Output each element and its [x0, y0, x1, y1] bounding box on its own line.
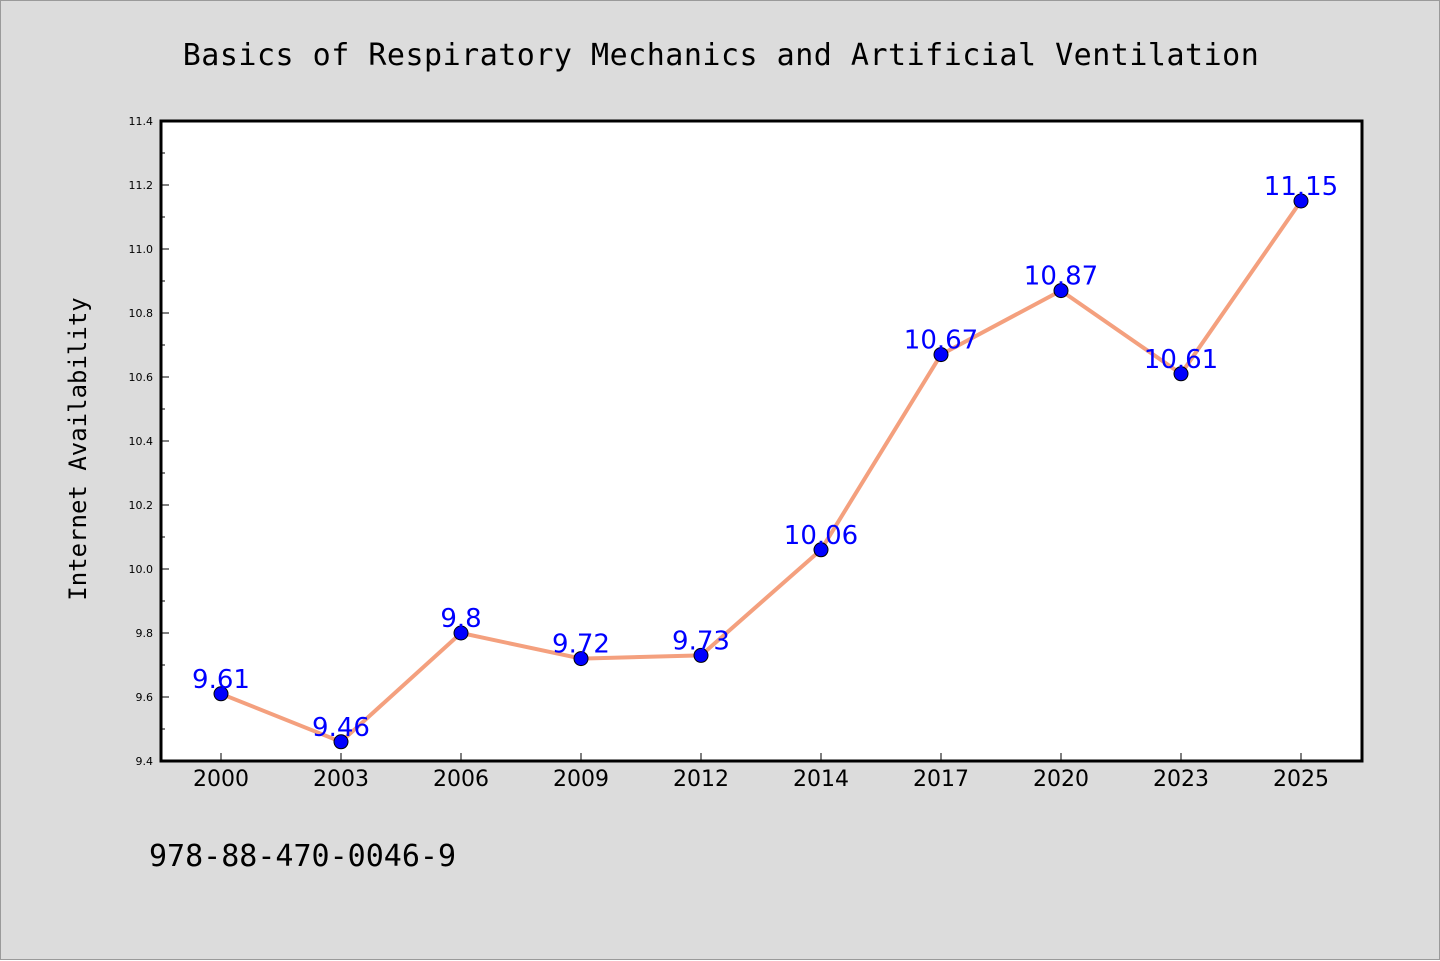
data-label: 10.67: [904, 326, 978, 356]
plot-area: [161, 121, 1362, 761]
y-tick-label: 9.8: [136, 627, 154, 640]
x-tick-label: 2003: [313, 767, 369, 792]
data-point: [1293, 193, 1309, 209]
x-tick-label: 2009: [553, 767, 609, 792]
data-label: 9.73: [672, 626, 730, 656]
y-tick-label: 9.6: [136, 691, 154, 704]
series-group: [213, 193, 1309, 750]
x-axis: 2000 2003 2006 2009 2012 2014 2017 2020 2023 2025: [193, 753, 1329, 792]
y-axis: 9.4 9.6 9.8 10.0 10.2 10.4 10.6 10.8 11.0 11.2 11.…: [129, 115, 169, 768]
y-tick-label: 10.0: [129, 563, 154, 576]
data-label: 9.46: [312, 713, 370, 743]
y-tick-label: 11.0: [129, 243, 154, 256]
data-point: [813, 542, 829, 558]
data-label: 10.87: [1024, 262, 1098, 292]
x-tick-label: 2012: [673, 767, 729, 792]
x-tick-label: 2014: [793, 767, 849, 792]
series-line: [219, 199, 1303, 744]
y-tick-label: 10.4: [129, 435, 154, 448]
data-label: 9.72: [552, 630, 610, 660]
data-point: [213, 686, 229, 702]
x-tick-label: 2023: [1153, 767, 1209, 792]
chart-title: Basics of Respiratory Mechanics and Arti…: [183, 38, 1260, 73]
data-label: 10.61: [1144, 345, 1218, 375]
data-point: [933, 347, 949, 363]
y-tick-label: 10.6: [129, 371, 154, 384]
x-tick-label: 2000: [193, 767, 249, 792]
x-tick-label: 2020: [1033, 767, 1089, 792]
y-tick-label: 10.8: [129, 307, 154, 320]
y-tick-label: 10.2: [129, 499, 154, 512]
data-point: [573, 651, 589, 667]
y-axis-label: Internet Availability: [64, 297, 92, 600]
plot-frame: [159, 119, 1364, 763]
data-point: [693, 647, 709, 663]
y-tick-label: 11.2: [129, 179, 154, 192]
data-label: 9.61: [192, 665, 250, 695]
data-point: [333, 734, 349, 750]
data-point: [1173, 366, 1189, 382]
x-tick-label: 2006: [433, 767, 489, 792]
data-label: 9.8: [440, 604, 481, 634]
y-tick-label: 11.4: [129, 115, 154, 128]
y-tick-label: 9.4: [136, 755, 154, 768]
x-tick-label: 2025: [1273, 767, 1329, 792]
data-label-group: 9.61 9.46 9.8 9.72 9.73 10.06 10.67 10.87 10.61 1…: [192, 172, 1338, 743]
data-label: 11.15: [1264, 172, 1338, 202]
x-tick-label: 2017: [913, 767, 969, 792]
data-point: [1053, 283, 1069, 299]
data-point: [453, 625, 469, 641]
data-label: 10.06: [784, 521, 858, 551]
footer-code: 978-88-470-0046-9: [149, 839, 456, 874]
